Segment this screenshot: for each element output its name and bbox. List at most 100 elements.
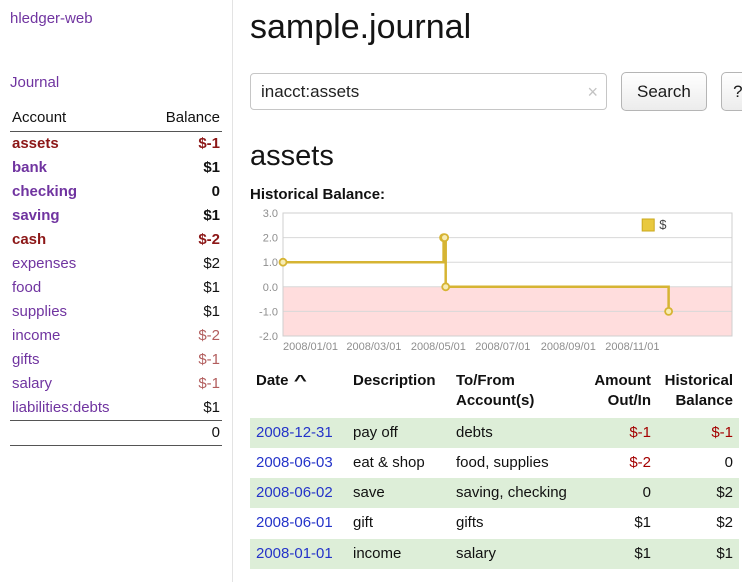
accounts-total-row: 0: [10, 420, 222, 446]
accounts-header-row: Account Balance: [10, 106, 222, 132]
search-bar: × Search ?: [250, 72, 742, 111]
account-link[interactable]: checking: [12, 183, 78, 200]
main-content: sample.journal × Search ? assets Histori…: [233, 0, 742, 582]
transaction-accounts: food, supplies: [456, 453, 549, 471]
account-link[interactable]: bank: [12, 159, 48, 176]
transaction-description: income: [353, 544, 402, 562]
account-row: checking 0: [10, 180, 222, 204]
data-point-marker: [278, 257, 288, 267]
transaction-description: save: [353, 484, 385, 501]
transaction-date-link[interactable]: 2008-06-03: [256, 453, 333, 471]
transaction-amount: $-1: [629, 423, 651, 441]
y-tick-label: 0.0: [263, 282, 278, 294]
account-row: income $-2: [10, 324, 222, 348]
register-header-amount: Amount Out/In: [594, 372, 651, 410]
account-row: supplies $1: [10, 300, 222, 324]
account-link[interactable]: supplies: [12, 303, 68, 320]
account-balance: $-2: [198, 231, 220, 248]
transaction-balance: $1: [716, 544, 733, 562]
y-tick-label: 2.0: [263, 233, 278, 245]
transaction-amount: $1: [634, 514, 651, 532]
sidebar: hledger-web Journal Account Balance asse…: [0, 0, 233, 582]
date-header-label: Date: [256, 372, 289, 389]
account-balance: $1: [203, 303, 220, 320]
help-button[interactable]: ?: [720, 72, 742, 111]
account-row: gifts $-1: [10, 348, 222, 372]
register-row: 2008-06-03 eat & shop food, supplies $-2 0: [250, 448, 739, 478]
transaction-description: eat & shop: [353, 453, 425, 471]
transaction-amount: $-2: [629, 453, 651, 471]
account-link[interactable]: assets: [12, 135, 59, 152]
accounts-header-account: Account: [10, 106, 145, 132]
accounts-table: Account Balance assets $-1 bank $1 checking 0…: [10, 106, 222, 446]
transaction-date-link[interactable]: 2008-01-01: [256, 544, 333, 562]
transaction-accounts: debts: [456, 423, 493, 441]
account-link[interactable]: food: [12, 279, 42, 296]
x-tick-label: 2008/03/01: [346, 341, 401, 353]
account-balance: $-1: [198, 375, 220, 392]
search-input-wrap: ×: [250, 73, 607, 110]
x-tick-label: 2008/05/01: [411, 341, 466, 353]
y-tick-label: 1.0: [263, 257, 278, 269]
transaction-amount: 0: [642, 484, 651, 501]
account-balance: $1: [203, 279, 220, 296]
account-row: cash $-2: [10, 228, 222, 252]
account-balance: $-1: [198, 351, 220, 368]
accounts-table-body: assets $-1 bank $1 checking 0 saving $1 cash $-2 e…: [10, 132, 222, 421]
account-row: liabilities:debts $1: [10, 396, 222, 421]
account-balance: $-2: [198, 327, 220, 344]
transaction-balance: $2: [716, 514, 733, 532]
x-tick-label: 2008/11/01: [605, 341, 659, 353]
account-link[interactable]: expenses: [12, 255, 77, 272]
accounts-total-balance: 0: [144, 420, 222, 446]
register-header-date[interactable]: Date ^: [250, 369, 347, 418]
transaction-accounts: saving, checking: [456, 484, 567, 501]
account-link[interactable]: cash: [12, 231, 47, 248]
y-tick-label: 3.0: [263, 208, 278, 220]
account-link[interactable]: salary: [12, 375, 53, 392]
account-heading: assets: [250, 140, 334, 172]
accounts-header-balance: Balance: [144, 106, 222, 132]
transaction-date-link[interactable]: 2008-12-31: [256, 423, 333, 441]
account-row: bank $1: [10, 156, 222, 180]
register-table-body: 2008-12-31 pay off debts $-1 $-1 2008-06-03 ea…: [250, 417, 739, 569]
data-point-marker: [441, 282, 451, 292]
account-link[interactable]: income: [12, 327, 61, 344]
transaction-date-link[interactable]: 2008-06-01: [256, 514, 333, 532]
account-row: salary $-1: [10, 372, 222, 396]
transaction-amount: $1: [634, 544, 651, 562]
account-link[interactable]: gifts: [12, 351, 40, 368]
register-header-accounts: To/From Account(s): [456, 372, 535, 410]
register-row: 2008-06-02 save saving, checking 0 $2: [250, 478, 739, 509]
register-row: 2008-12-31 pay off debts $-1 $-1: [250, 417, 739, 448]
chart-title: Historical Balance:: [250, 186, 386, 203]
account-balance: $1: [203, 159, 220, 176]
account-balance: $1: [203, 399, 220, 416]
account-row: expenses $2: [10, 252, 222, 276]
account-balance: $1: [203, 207, 220, 224]
transaction-accounts: gifts: [456, 514, 484, 532]
legend-label: $: [659, 217, 667, 232]
page-title: sample.journal: [250, 8, 472, 46]
register-row: 2008-01-01 income salary $1 $1: [250, 538, 739, 569]
transaction-description: pay off: [353, 423, 398, 441]
y-tick-label: -2.0: [259, 331, 278, 343]
balance-chart: 3.0 2.0 1.0 0.0 -1.0 -2.0 2008/01/01 2008/03/01…: [259, 208, 733, 353]
transaction-description: gift: [353, 514, 374, 532]
account-link[interactable]: liabilities:debts: [12, 399, 110, 416]
register-header-description: Description: [353, 372, 436, 389]
account-balance: 0: [211, 183, 220, 200]
search-button[interactable]: Search: [621, 72, 707, 111]
x-tick-label: 2008/09/01: [541, 341, 596, 353]
app-title-link[interactable]: hledger-web: [10, 10, 93, 27]
clear-search-icon[interactable]: ×: [587, 81, 598, 102]
journal-link[interactable]: Journal: [10, 74, 60, 91]
account-row: assets $-1: [10, 132, 222, 157]
account-link[interactable]: saving: [12, 207, 60, 224]
account-row: food $1: [10, 276, 222, 300]
transaction-date-link[interactable]: 2008-06-02: [256, 484, 333, 501]
search-input[interactable]: [250, 73, 607, 110]
register-row: 2008-06-01 gift gifts $1 $2: [250, 508, 739, 538]
account-row: saving $1: [10, 204, 222, 228]
